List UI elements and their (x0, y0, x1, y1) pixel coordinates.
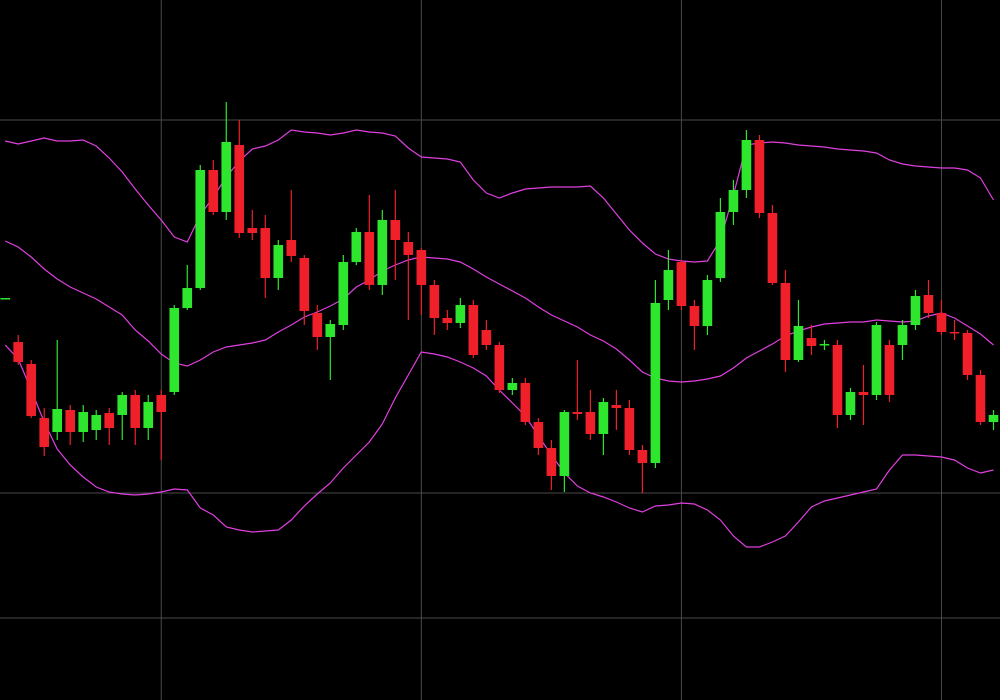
candle-body (819, 344, 830, 346)
candle-body (273, 245, 284, 278)
candle-body (91, 415, 102, 430)
candle-body (260, 228, 271, 278)
candle-body (767, 213, 778, 283)
candle-body (351, 232, 362, 262)
candle-body (286, 240, 297, 256)
candle-body (390, 220, 401, 240)
candle-body (429, 285, 440, 318)
candle-body (143, 402, 154, 428)
candle-body (715, 212, 726, 278)
candle-body (728, 190, 739, 212)
candle-body (104, 413, 115, 428)
candle-body (572, 412, 583, 414)
candle-body (689, 306, 700, 326)
candle-body (533, 422, 544, 448)
candle-body (585, 412, 596, 434)
candle-body (936, 313, 947, 332)
candle-body (13, 342, 24, 362)
candle-body (650, 303, 661, 463)
candle-body (39, 418, 50, 447)
candle-body (78, 412, 89, 432)
candle-body (637, 450, 648, 463)
candle-body (923, 295, 934, 313)
candle-body (988, 415, 999, 422)
candle-body (364, 232, 375, 285)
candle-body (325, 324, 336, 337)
candle-body (26, 364, 37, 416)
bollinger-band (5, 129, 995, 263)
candle-body (507, 383, 518, 390)
candle-body (884, 345, 895, 395)
candle-body (871, 325, 882, 395)
candle-body (338, 262, 349, 325)
candle-body (195, 170, 206, 288)
candle-body (234, 145, 245, 233)
candle-body (806, 338, 817, 346)
candle-body (455, 305, 466, 323)
candle-body (559, 412, 570, 476)
candle-body (416, 250, 427, 285)
candle-body (403, 242, 414, 255)
candle-body (949, 332, 960, 334)
candle-body (546, 448, 557, 476)
candle-body (663, 270, 674, 300)
candle-body (481, 330, 492, 345)
candle-body (494, 345, 505, 390)
candle-body (130, 395, 141, 428)
candle-body (247, 228, 258, 233)
candle-body (676, 262, 687, 306)
candle-body (169, 308, 180, 392)
candle-body (741, 140, 752, 190)
candle-body (52, 409, 63, 432)
candle-body (156, 395, 167, 412)
candle-body (858, 392, 869, 395)
candle-body (624, 408, 635, 450)
candle-body (0, 298, 11, 300)
candle-body (182, 288, 193, 308)
candle-body (65, 410, 76, 432)
candle-body (975, 375, 986, 422)
candle-body (910, 296, 921, 325)
candle-body (845, 392, 856, 415)
candle-body (117, 395, 128, 415)
candle-body (468, 305, 479, 355)
candle-body (832, 345, 843, 415)
candle-body (702, 280, 713, 326)
candle-body (780, 283, 791, 360)
candle-body (442, 318, 453, 323)
candle-body (793, 326, 804, 360)
candle-body (299, 258, 310, 311)
candle-body (598, 402, 609, 434)
candle-body (221, 142, 232, 212)
candle-body (377, 220, 388, 285)
candle-body (208, 170, 219, 212)
candle-body (312, 313, 323, 337)
candle-body (520, 383, 531, 422)
candle-body (962, 333, 973, 375)
candle-body (754, 140, 765, 213)
candle-body (611, 405, 622, 408)
candle-body (897, 325, 908, 345)
